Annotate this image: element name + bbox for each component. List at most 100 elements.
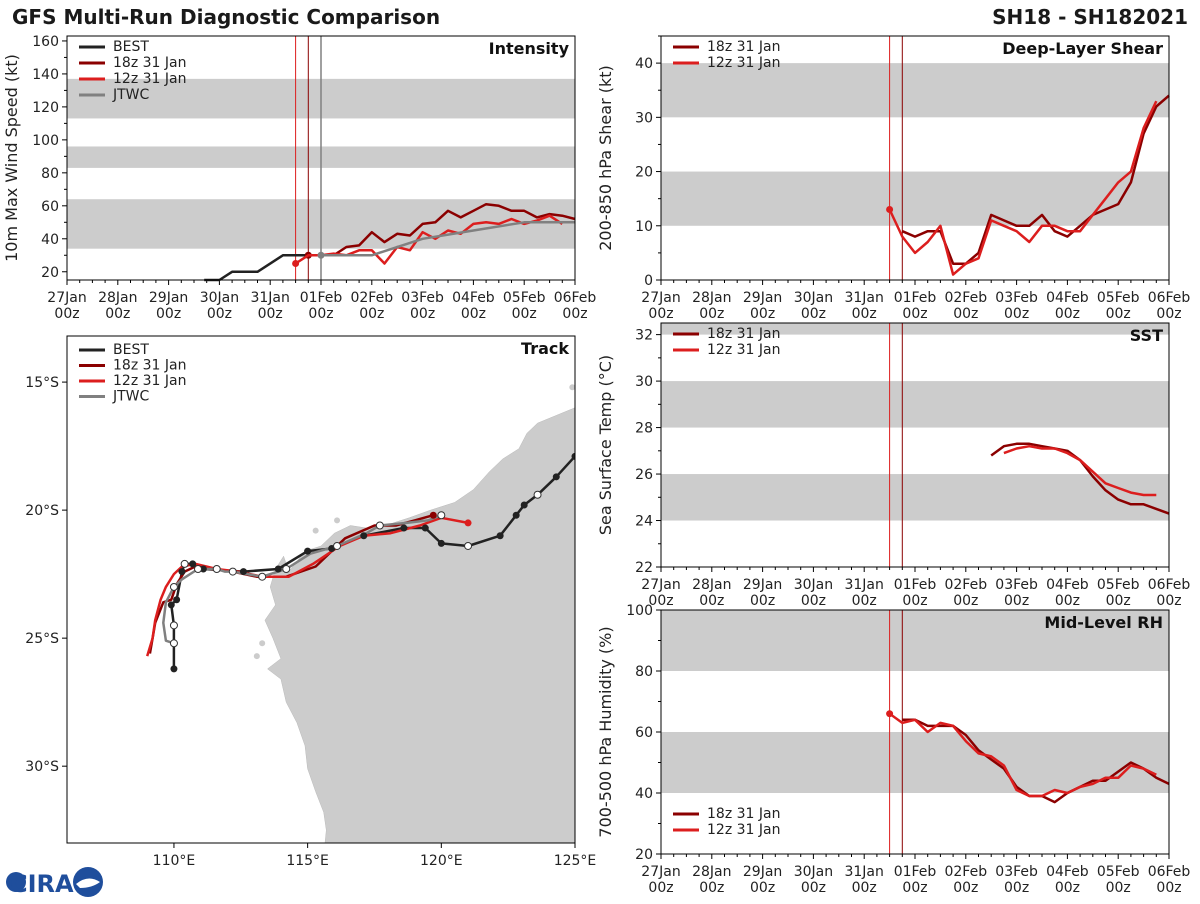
sst-xtick-label-hour: 00z (699, 593, 724, 609)
shear-ytick-label: 40 (635, 56, 653, 72)
intensity-xtick-label-day: 02Feb (350, 290, 393, 306)
sst-frame (660, 322, 1170, 568)
rh-xtick-label-hour: 00z (1156, 880, 1181, 896)
shear-xtick-label-hour: 00z (1004, 306, 1029, 322)
sst-xtick-label-hour: 00z (1055, 593, 1080, 609)
track-point-best (400, 524, 408, 532)
track-point-best (421, 524, 429, 532)
intensity-ylabel: 10m Max Wind Speed (kt) (2, 54, 21, 262)
intensity-xtick-label-day: 05Feb (503, 290, 546, 306)
sst-band-2 (661, 323, 1169, 335)
intensity-xtick-label-hour: 00z (105, 306, 130, 322)
storm-id: SH18 - SH182021 (992, 5, 1188, 29)
sst-xtick-label-day: 05Feb (1097, 577, 1140, 593)
shear-ytick-label: 10 (635, 219, 653, 235)
shear-xtick-label-day: 04Feb (1046, 290, 1089, 306)
rh-xtick-label-hour: 00z (852, 880, 877, 896)
figure-title: GFS Multi-Run Diagnostic Comparison (12, 5, 440, 29)
track-point-jtwc (228, 567, 237, 576)
intensity-ytick-label: 60 (41, 199, 59, 215)
shear-panel: 01020304027Jan00z28Jan00z29Jan00z30Jan00… (596, 35, 1191, 322)
shear-xtick-label-hour: 00z (902, 306, 927, 322)
logo-wave-icon (76, 878, 100, 888)
track-ytick-label: 25°S (25, 631, 59, 647)
intensity-xtick-label-hour: 00z (512, 306, 537, 322)
sst-ytick-label: 28 (635, 421, 653, 437)
intensity-legend-label: 18z 31 Jan (113, 55, 186, 71)
intensity-point-run12z (292, 260, 300, 268)
island (259, 640, 266, 647)
shear-band-0 (661, 171, 1169, 226)
sst-series-run12z (1003, 444, 1157, 497)
track-ytick-label: 15°S (25, 375, 59, 391)
intensity-xtick-label-day: 28Jan (98, 290, 137, 306)
track-point-jtwc (169, 639, 178, 648)
track-ytick-label: 30°S (25, 759, 59, 775)
sst-xtick-label-day: 04Feb (1046, 577, 1089, 593)
shear-xtick-label-day: 06Feb (1148, 290, 1191, 306)
shear-xtick-label-hour: 00z (648, 306, 673, 322)
shear-xtick-label-hour: 00z (1156, 306, 1181, 322)
intensity-point-jtwc (317, 251, 325, 259)
sst-xtick-label-hour: 00z (1106, 593, 1131, 609)
intensity-ytick-label: 40 (41, 232, 59, 248)
track-point-best (189, 560, 197, 568)
track-point-jtwc (375, 521, 384, 530)
sst-xtick-label-day: 31Jan (844, 577, 883, 593)
sst-xtick-label-day: 03Feb (995, 577, 1038, 593)
track-legend-label: 12z 31 Jan (113, 373, 186, 389)
island (253, 653, 260, 660)
track-map-area (146, 384, 575, 843)
shear-title: Deep-Layer Shear (1002, 39, 1163, 58)
intensity-xtick-label-hour: 00z (207, 306, 232, 322)
track-point-best (178, 568, 186, 576)
sst-panel: 22242628303227Jan00z28Jan00z29Jan00z30Ja… (596, 322, 1191, 609)
track-point-run12z (464, 519, 472, 527)
logo-text: CIRA (10, 870, 74, 898)
rh-ytick-label: 100 (626, 603, 653, 619)
intensity-xtick-label-day: 06Feb (554, 290, 597, 306)
cira-logo: CIRA (6, 867, 103, 898)
sst-xtick-label-day: 06Feb (1148, 577, 1191, 593)
intensity-xtick-label-day: 27Jan (47, 290, 86, 306)
track-point-best (167, 601, 175, 609)
shear-ytick-label: 30 (635, 110, 653, 126)
rh-xtick-label-hour: 00z (1106, 880, 1131, 896)
intensity-title: Intensity (489, 39, 570, 58)
rh-ylabel: 700-500 hPa Humidity (%) (596, 626, 615, 837)
shear-xtick-label-day: 31Jan (844, 290, 883, 306)
shear-xtick-label-hour: 00z (801, 306, 826, 322)
track-point-best (533, 490, 542, 499)
rh-xtick-label-hour: 00z (801, 880, 826, 896)
track-point-jtwc (212, 565, 221, 574)
sst-xtick-label-hour: 00z (750, 593, 775, 609)
rh-xtick-label-day: 28Jan (692, 864, 731, 880)
island (312, 527, 319, 534)
shear-ytick-label: 0 (644, 273, 653, 289)
intensity-ytick-label: 100 (32, 133, 59, 149)
shear-xtick-label-day: 30Jan (794, 290, 833, 306)
rh-band-1 (661, 610, 1169, 671)
intensity-ytick-label: 160 (32, 34, 59, 50)
shear-xtick-label-day: 03Feb (995, 290, 1038, 306)
shear-xtick-label-hour: 00z (1106, 306, 1131, 322)
shear-xtick-label-day: 01Feb (894, 290, 937, 306)
rh-xtick-label-hour: 00z (750, 880, 775, 896)
sst-ylabel: Sea Surface Temp (°C) (596, 355, 615, 535)
track-point-best (239, 568, 247, 576)
track-point-jtwc (169, 582, 178, 591)
rh-xtick-label-day: 29Jan (743, 864, 782, 880)
intensity-series-jtwc (321, 221, 575, 257)
track-point-run18z (429, 511, 437, 519)
track-point-best (571, 452, 575, 460)
sst-xtick-label-hour: 00z (1004, 593, 1029, 609)
rh-xtick-label-hour: 00z (699, 880, 724, 896)
shear-ylabel: 200-850 hPa Shear (kt) (596, 65, 615, 251)
track-title: Track (521, 339, 569, 358)
track-point-best (173, 596, 181, 604)
sst-xtick-label-day: 29Jan (743, 577, 782, 593)
sst-ytick-label: 22 (635, 560, 653, 576)
rh-xtick-label-day: 03Feb (995, 864, 1038, 880)
